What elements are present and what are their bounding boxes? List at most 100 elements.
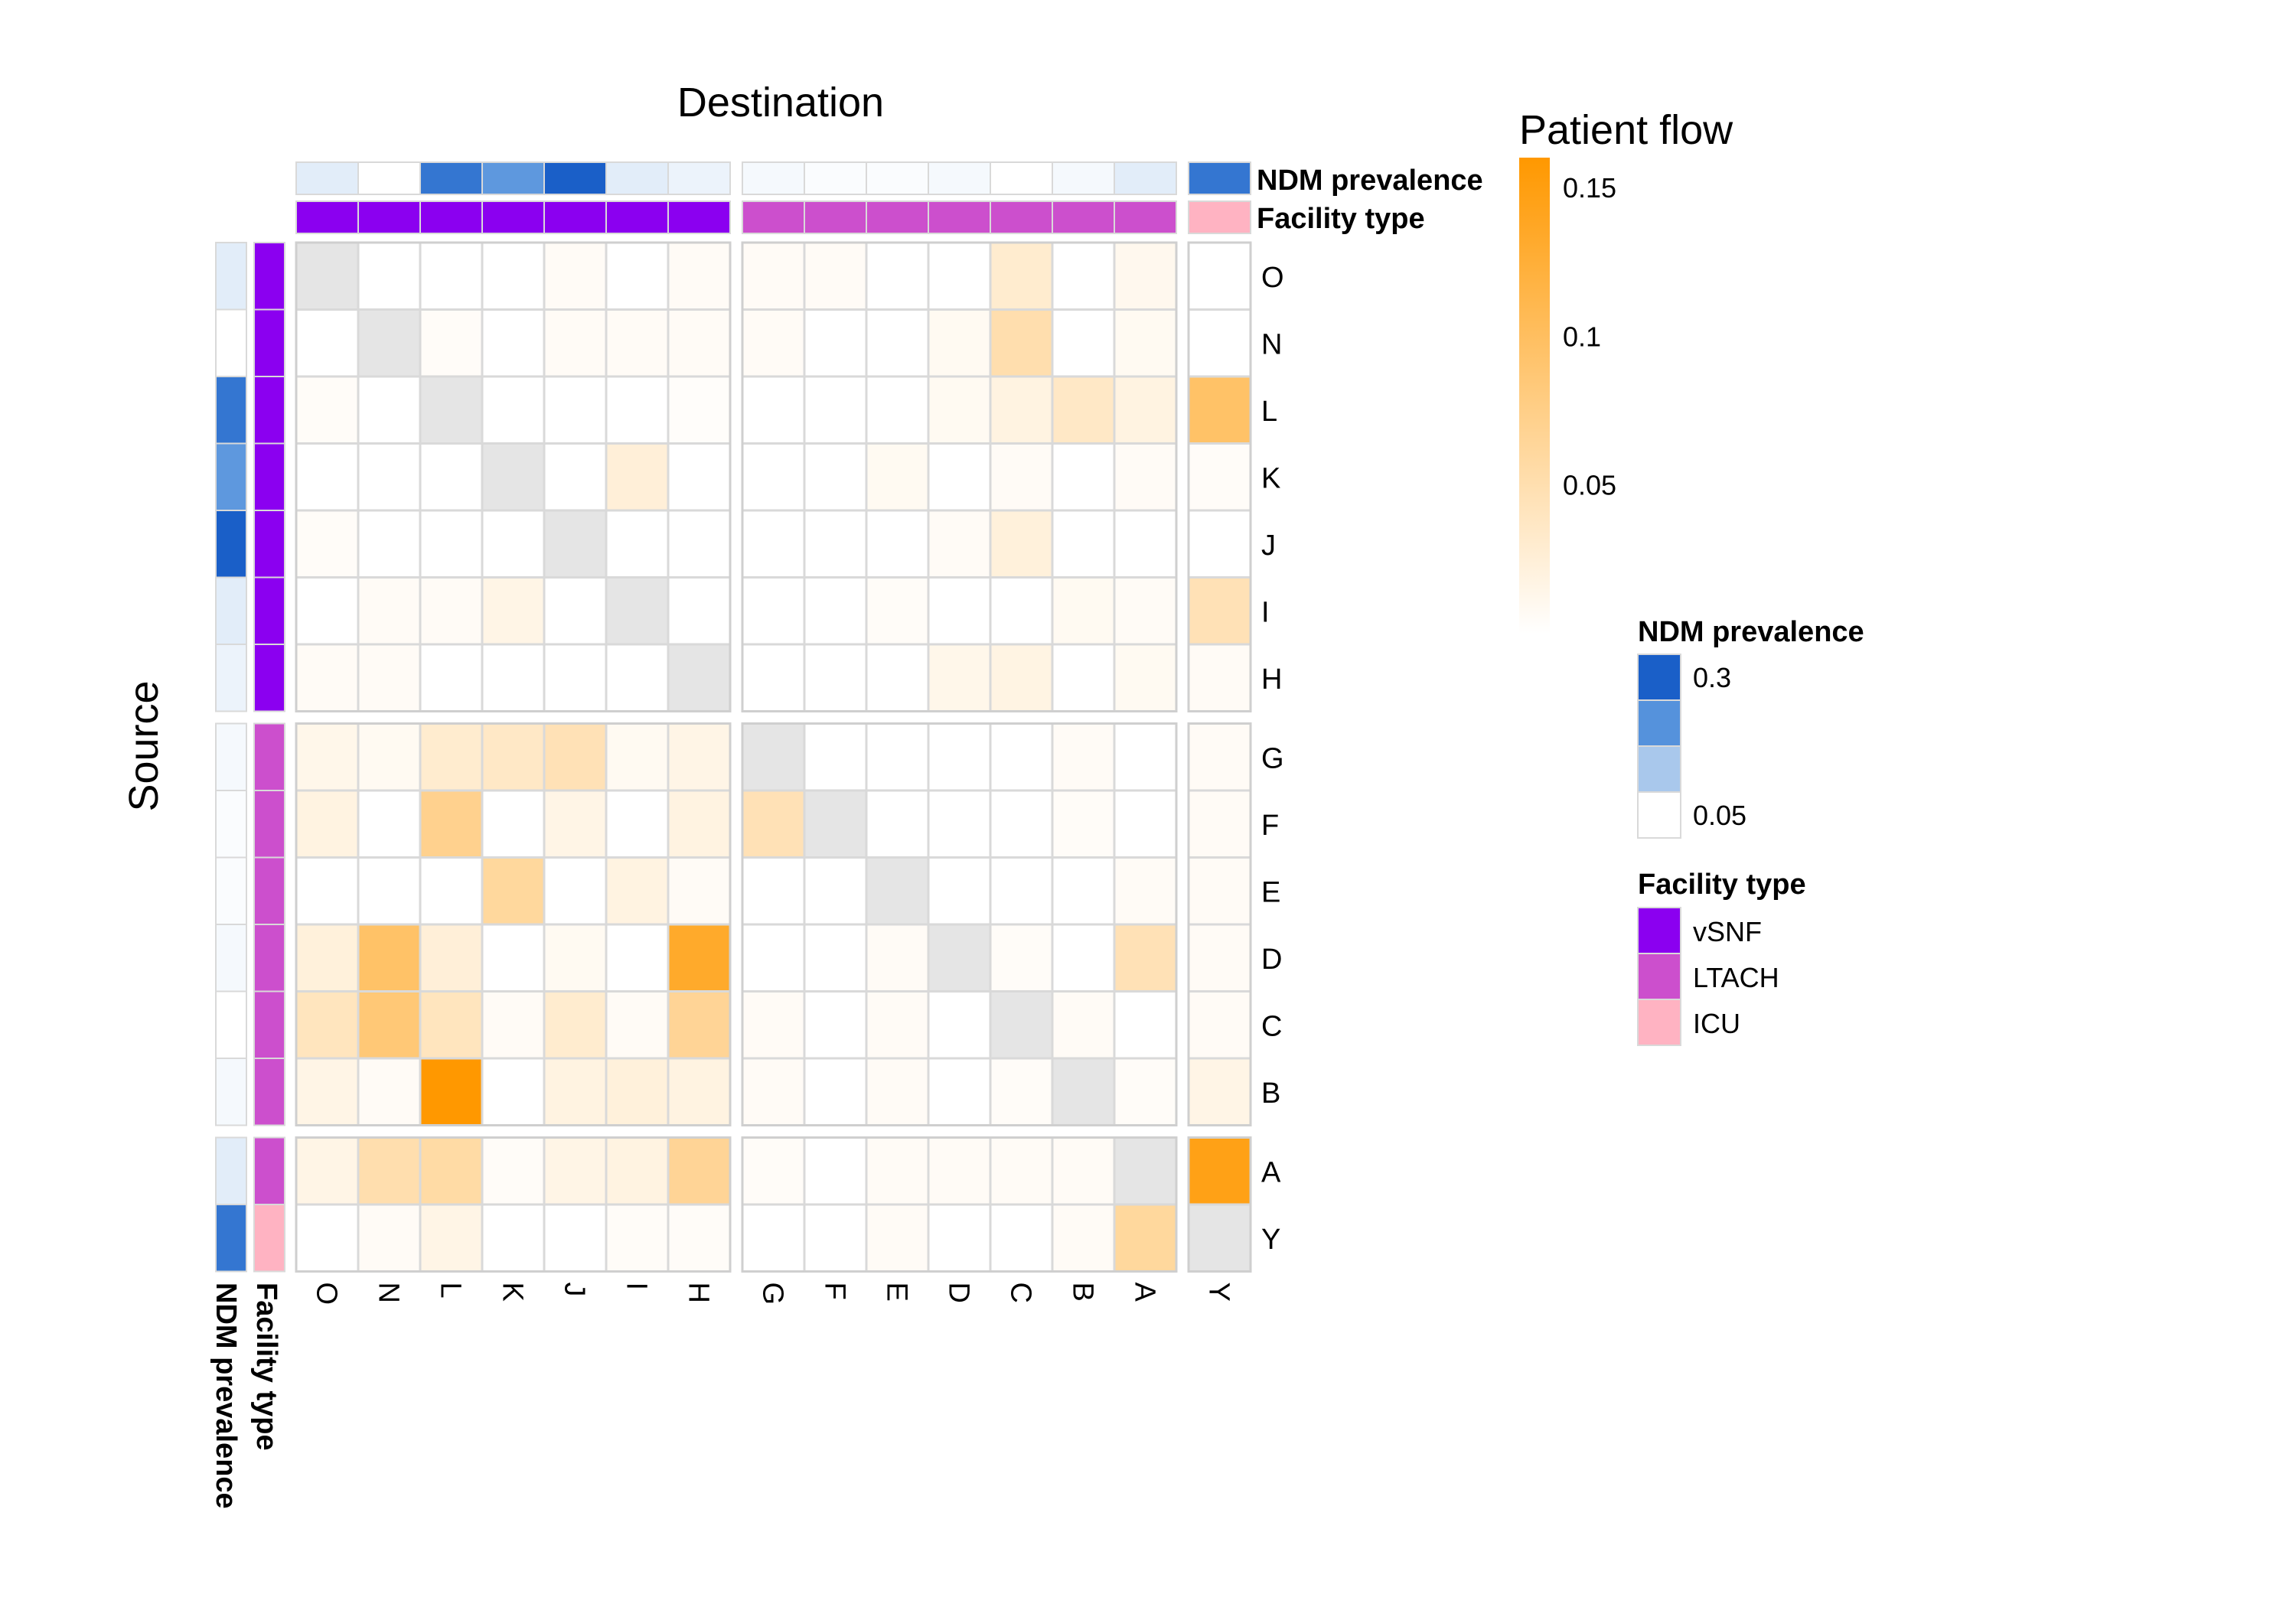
heatmap-cell-H-D (927, 643, 992, 712)
heatmap-cell-J-C (989, 509, 1054, 579)
heatmap-cell-H-N (357, 643, 422, 712)
heatmap-block-outline (295, 722, 732, 1126)
heatmap-cell-C-I (605, 990, 670, 1060)
row-label-C: C (1261, 1010, 1282, 1042)
facility-legend-label-icu: ICU (1693, 1008, 1740, 1039)
heatmap-cell-I-F (803, 576, 868, 646)
top-facility-cell-A (1114, 200, 1177, 234)
heatmap-cell-H-E (865, 643, 930, 712)
heatmap-cell-I-I (605, 576, 670, 646)
heatmap-block-outline (741, 241, 1178, 712)
heatmap-cell-I-B (1051, 576, 1116, 646)
heatmap-cell-L-Y (1187, 375, 1252, 445)
heatmap-cell-Y-I (605, 1203, 670, 1273)
left-facility-cell-G (253, 722, 285, 791)
row-label-B: B (1261, 1077, 1280, 1110)
heatmap-cell-B-J (543, 1057, 608, 1126)
heatmap-cell-D-Y (1187, 923, 1252, 993)
heatmap-cell-N-K (481, 308, 546, 378)
ndm-legend-swatch (1637, 745, 1681, 793)
heatmap-cell-G-E (865, 722, 930, 792)
left-ndm-cell-D (215, 924, 247, 993)
heatmap-cell-C-E (865, 990, 930, 1060)
left-facility-cell-B (253, 1058, 285, 1126)
heatmap-cell-J-E (865, 509, 930, 579)
heatmap-cell-H-B (1051, 643, 1116, 712)
col-label-J: J (559, 1283, 591, 1297)
heatmap-cell-K-K (481, 442, 546, 512)
heatmap-cell-F-E (865, 789, 930, 859)
heatmap-cell-G-G (741, 722, 806, 792)
left-ndm-cell-I (215, 576, 247, 645)
heatmap-cell-I-K (481, 576, 546, 646)
top-ndm-cell-E (866, 161, 929, 195)
heatmap-cell-O-G (741, 241, 806, 311)
heatmap-cell-O-L (419, 241, 484, 311)
heatmap-cell-K-I (605, 442, 670, 512)
left-facility-cell-E (253, 856, 285, 925)
heatmap-cell-G-C (989, 722, 1054, 792)
heatmap-cell-I-O (295, 576, 360, 646)
heatmap-cell-E-L (419, 856, 484, 926)
heatmap-cell-J-D (927, 509, 992, 579)
heatmap-block-outline (1187, 722, 1252, 1126)
heatmap-cell-N-N (357, 308, 422, 378)
left-facility-cell-I (253, 576, 285, 645)
row-label-L: L (1261, 396, 1277, 428)
col-label-N: N (373, 1283, 405, 1303)
heatmap-cell-H-I (605, 643, 670, 712)
heatmap-cell-A-H (667, 1136, 732, 1206)
left-anno-label-facility: Facility type (250, 1283, 282, 1451)
heatmap-cell-B-F (803, 1057, 868, 1126)
left-ndm-cell-J (215, 510, 247, 579)
facility-legend-label-ltach: LTACH (1693, 962, 1779, 993)
top-facility-cell-N (357, 200, 421, 234)
heatmap-cell-B-D (927, 1057, 992, 1126)
heatmap-cell-K-D (927, 442, 992, 512)
heatmap-cell-I-H (667, 576, 732, 646)
heatmap-cell-N-C (989, 308, 1054, 378)
heatmap-cell-F-A (1113, 789, 1178, 859)
heatmap-cell-L-O (295, 375, 360, 445)
left-facility-cell-O (253, 242, 285, 311)
heatmap-cell-H-F (803, 643, 868, 712)
top-ndm-cell-A (1114, 161, 1177, 195)
heatmap-cell-O-I (605, 241, 670, 311)
facility-legend-swatch-icu (1637, 999, 1681, 1046)
col-label-Y: Y (1203, 1283, 1235, 1302)
heatmap-cell-C-D (927, 990, 992, 1060)
heatmap-cell-D-I (605, 923, 670, 993)
heatmap-cell-N-O (295, 308, 360, 378)
heatmap-cell-B-H (667, 1057, 732, 1126)
heatmap-cell-G-H (667, 722, 732, 792)
col-label-O: O (311, 1283, 343, 1305)
top-facility-cell-J (543, 200, 607, 234)
heatmap-cell-E-H (667, 856, 732, 926)
top-facility-cell-H (667, 200, 731, 234)
top-ndm-cell-J (543, 161, 607, 195)
heatmap-cell-J-F (803, 509, 868, 579)
heatmap-cell-F-I (605, 789, 670, 859)
heatmap-cell-F-Y (1187, 789, 1252, 859)
heatmap-cell-C-F (803, 990, 868, 1060)
top-facility-cell-Y (1188, 200, 1251, 234)
top-facility-cell-I (605, 200, 669, 234)
heatmap-cell-K-L (419, 442, 484, 512)
left-facility-cell-J (253, 510, 285, 579)
heatmap-cell-Y-K (481, 1203, 546, 1273)
heatmap-cell-B-A (1113, 1057, 1178, 1126)
heatmap-cell-F-O (295, 789, 360, 859)
top-ndm-cell-Y (1188, 161, 1251, 195)
heatmap-cell-K-B (1051, 442, 1116, 512)
col-label-B: B (1067, 1283, 1099, 1302)
heatmap-cell-L-B (1051, 375, 1116, 445)
heatmap-cell-A-I (605, 1136, 670, 1206)
heatmap-cell-E-B (1051, 856, 1116, 926)
top-facility-cell-K (481, 200, 545, 234)
patient-flow-color-bar (1519, 158, 1550, 634)
heatmap-cell-B-G (741, 1057, 806, 1126)
col-label-L: L (435, 1283, 467, 1299)
heatmap-cell-F-F (803, 789, 868, 859)
left-anno-label-ndm: NDM prevalence (210, 1283, 242, 1509)
top-ndm-cell-G (742, 161, 805, 195)
